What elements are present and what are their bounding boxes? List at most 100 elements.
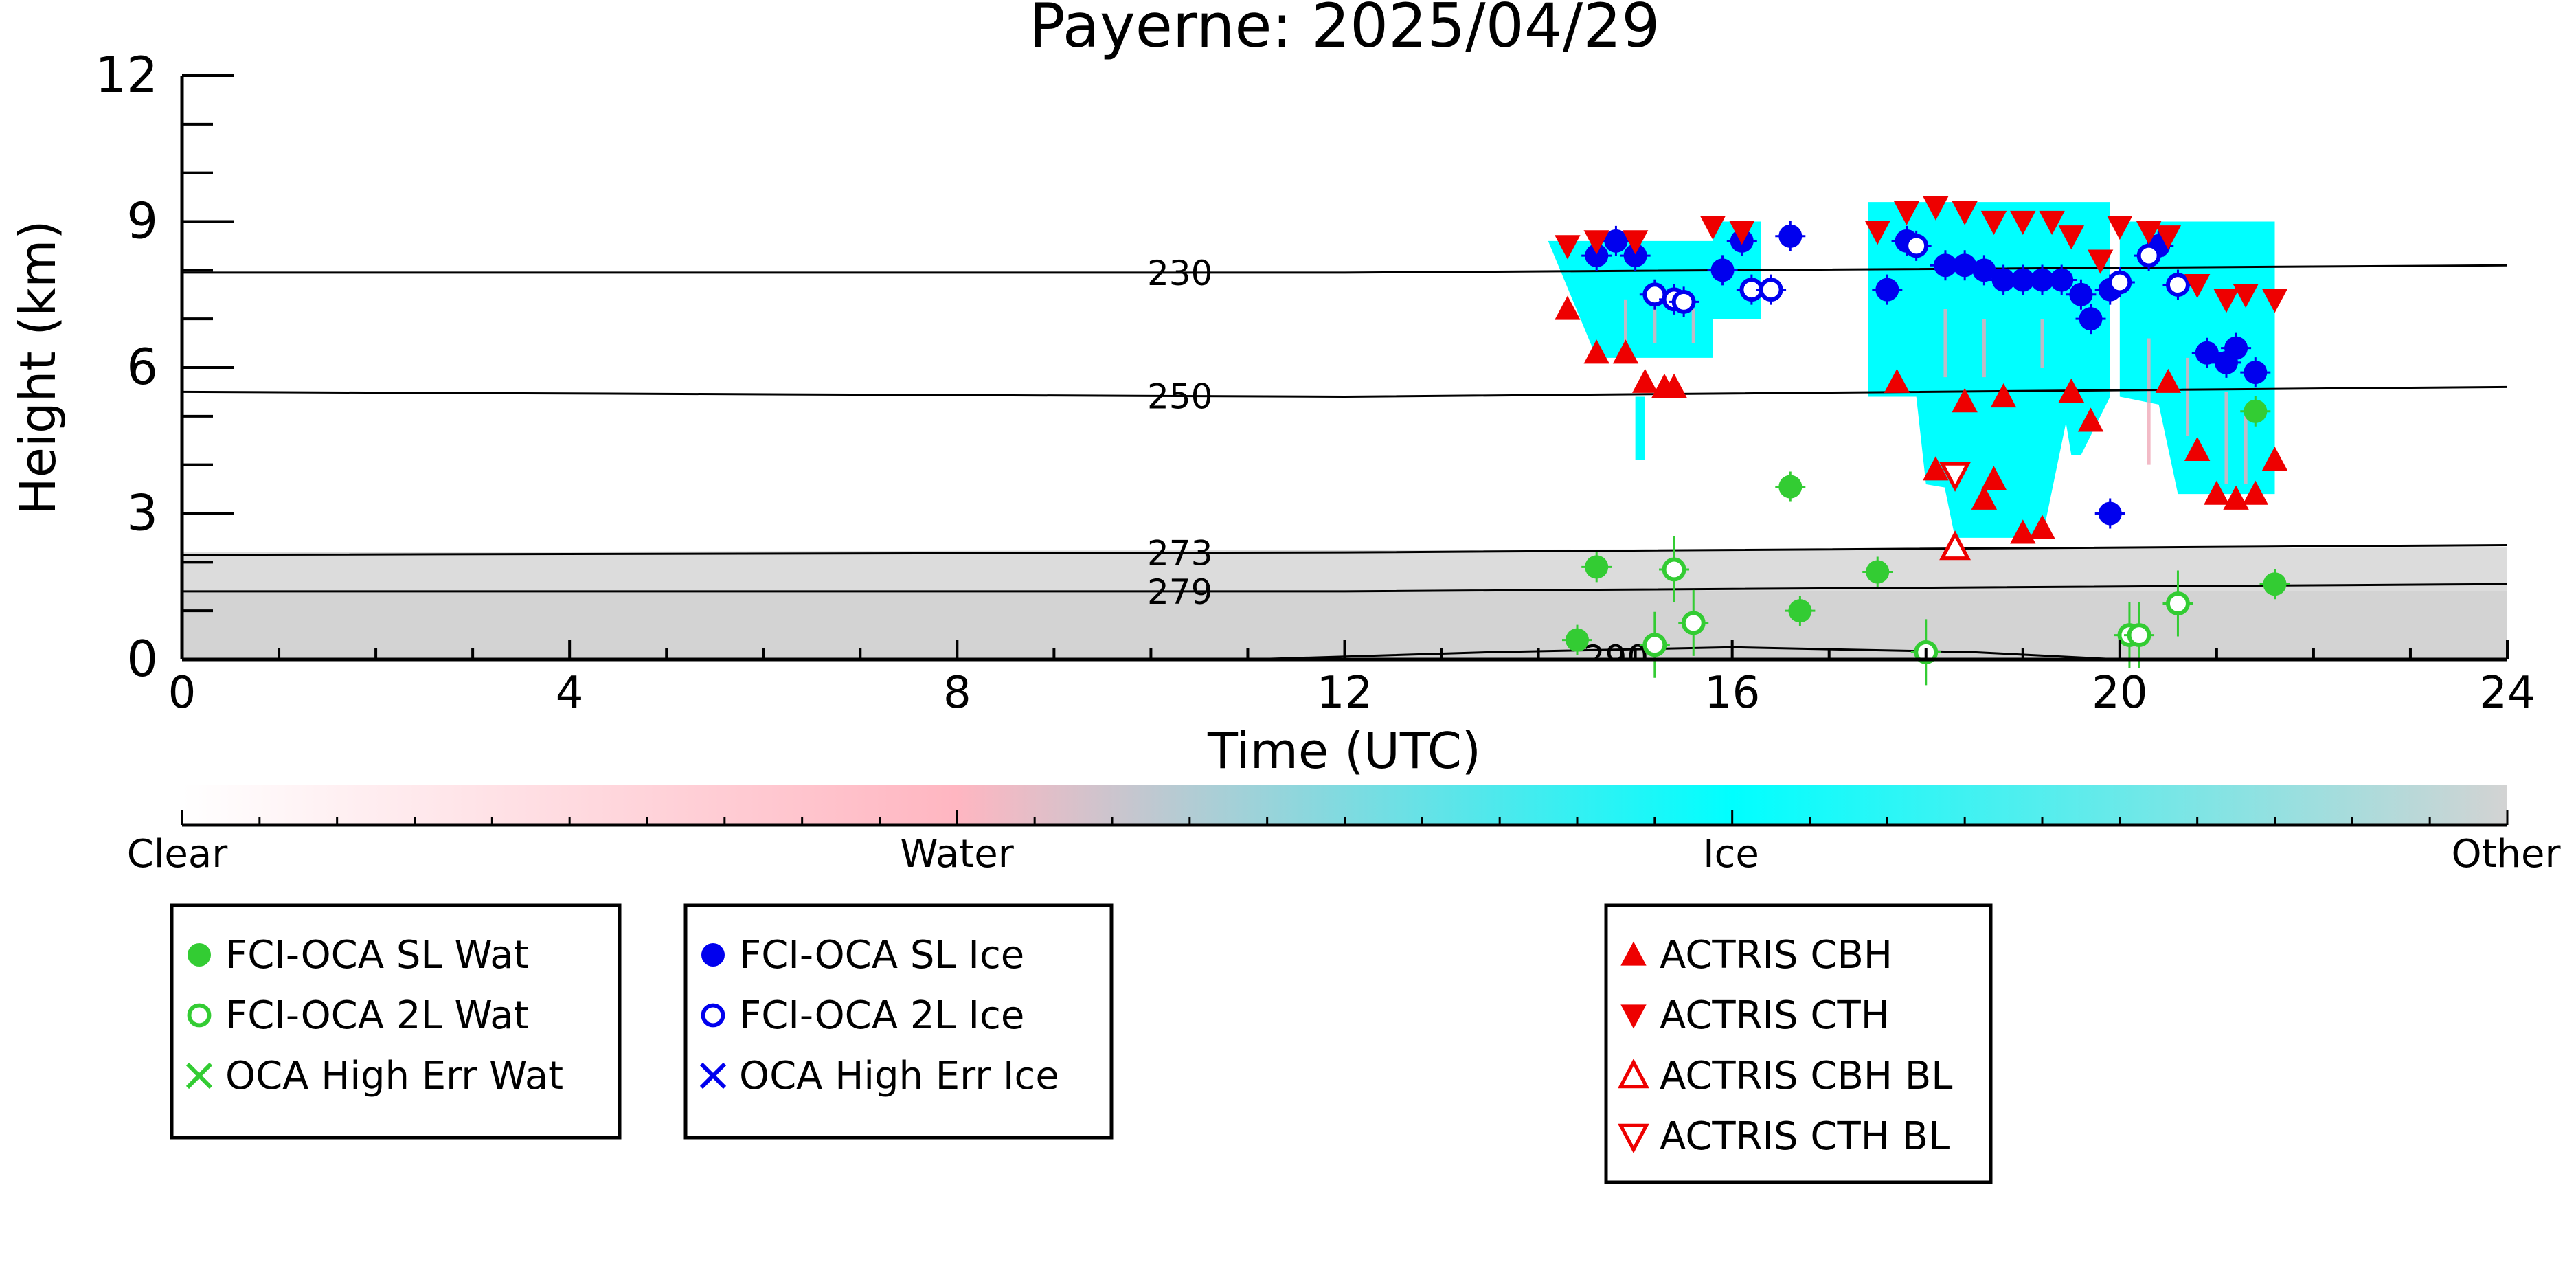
- legend-frame: [170, 903, 622, 1140]
- x-tick-label: 4: [556, 668, 584, 719]
- data-point: [1952, 388, 1978, 413]
- legend-label: OCA High Err Wat: [225, 1054, 563, 1098]
- legend-label: FCI-OCA 2L Wat: [225, 993, 529, 1038]
- legend-label: FCI-OCA SL Wat: [225, 933, 529, 978]
- y-tick-label: 6: [126, 338, 158, 396]
- data-point: [1923, 456, 1949, 481]
- data-point: [1632, 368, 1658, 393]
- data-point: [1972, 258, 1996, 282]
- isotherm-label-230: 230: [1147, 253, 1212, 293]
- y-axis-label: Height (km): [9, 221, 67, 515]
- data-point: [1788, 599, 1812, 623]
- series-fci-oca-2l-ice: [1639, 230, 2193, 317]
- data-point: [2233, 284, 2259, 308]
- data-point: [1583, 230, 1609, 255]
- data-point: [2011, 268, 2035, 292]
- series-actris-cbh: [1555, 295, 2288, 544]
- x-tick-label: 0: [168, 668, 196, 719]
- data-point: [2213, 289, 2239, 313]
- data-point: [1939, 530, 1971, 561]
- data-point: [1642, 633, 1667, 657]
- colorbar-label-other: Other: [2451, 832, 2561, 877]
- data-point: [1904, 234, 1929, 258]
- data-point: [1583, 339, 1609, 364]
- data-point: [2263, 572, 2287, 596]
- legend-marker: [1620, 1004, 1647, 1029]
- data-point: [1980, 466, 2007, 490]
- legend: FCI-OCA SL Wat FCI-OCA 2L Wat OCA High Err…: [170, 903, 1993, 1184]
- isotherm-label-273: 273: [1147, 534, 1212, 574]
- observation-markers: [1555, 196, 2290, 686]
- isotherm-label-290: 290: [1583, 638, 1649, 659]
- data-point: [1991, 268, 2015, 292]
- x-tick-label: 16: [1704, 668, 1760, 719]
- legend-box-1: FCI-OCA SL Wat FCI-OCA 2L Wat OCA High Err…: [170, 903, 622, 1140]
- axes: 0 4 8 12 16 20 24 0 3 6 9 12: [95, 46, 2535, 719]
- data-point: [2261, 289, 2288, 313]
- data-point: [2010, 519, 2036, 544]
- isotherm-279: [182, 583, 2507, 593]
- data-point: [2029, 515, 2055, 539]
- data-point: [1642, 282, 1667, 307]
- data-point: [2107, 215, 2133, 240]
- legend-marker: [187, 1003, 212, 1028]
- x-tick-label: 12: [1317, 668, 1372, 719]
- data-point: [1971, 485, 1998, 510]
- chart-title: Payerne: 2025/04/29: [1029, 0, 1660, 61]
- colorbar-ticks: [181, 810, 2509, 825]
- y-tick-label: 3: [126, 484, 158, 542]
- data-point: [1604, 229, 1628, 253]
- series-actris-cbh-bl: [1939, 530, 1971, 561]
- legend-label: FCI-OCA SL Ice: [739, 933, 1024, 978]
- data-point: [1990, 383, 2017, 408]
- data-point: [1585, 555, 1609, 579]
- data-point: [2184, 273, 2211, 299]
- legend-marker: [1618, 1059, 1649, 1089]
- data-point: [1710, 258, 1735, 282]
- data-point: [1893, 201, 1920, 225]
- data-point: [1933, 253, 1957, 278]
- legend-label: ACTRIS CBH BL: [1660, 1054, 1952, 1098]
- data-point: [2058, 225, 2085, 250]
- series-actris-cth-bl: [1939, 462, 1971, 492]
- isotherm-label-250: 250: [1147, 376, 1212, 416]
- x-axis-label: Time (UTC): [1207, 722, 1481, 780]
- data-point: [2108, 270, 2132, 295]
- data-point: [1585, 244, 1609, 268]
- ice-cloud-region: [1868, 202, 2110, 397]
- x-tick-label: 20: [2092, 668, 2147, 719]
- data-point: [2261, 447, 2288, 471]
- legend-frame: [683, 903, 1114, 1140]
- legend-item-fci-oca-2l-ice: FCI-OCA 2L Ice: [701, 993, 1024, 1038]
- isotherm-label-text: 279: [1147, 572, 1212, 612]
- legend-marker: [699, 1062, 727, 1089]
- data-point: [2184, 436, 2211, 462]
- data-point: [2127, 623, 2151, 648]
- legend-marker: [1618, 1123, 1649, 1153]
- data-point: [1555, 235, 1581, 260]
- data-point: [1729, 221, 1755, 245]
- legend-label: ACTRIS CTH: [1660, 993, 1890, 1038]
- data-point: [2010, 210, 2036, 236]
- legend-item-actris-cth: ACTRIS CTH: [1620, 993, 1890, 1038]
- x-tick-label: 8: [943, 668, 971, 719]
- legend-marker: [701, 1003, 725, 1028]
- data-point: [2050, 268, 2074, 292]
- data-point: [1953, 253, 1977, 278]
- legend-marker: [1620, 941, 1647, 966]
- data-point: [2244, 399, 2268, 423]
- isotherm-label-text: 250: [1147, 376, 1212, 416]
- legend-item-fci-oca-2l-wat: FCI-OCA 2L Wat: [187, 993, 529, 1038]
- isotherm-label-279: 279: [1147, 572, 1212, 612]
- isotherm-250: [182, 385, 2507, 398]
- data-point: [1939, 462, 1971, 492]
- data-point: [1980, 210, 2007, 236]
- legend-item-actris-cbh: ACTRIS CBH: [1620, 933, 1893, 978]
- legend-marker: [185, 1062, 213, 1089]
- data-point: [2242, 480, 2268, 505]
- data-point: [2166, 273, 2190, 297]
- legend-item-actris-cbh-bl: ACTRIS CBH BL: [1618, 1054, 1952, 1098]
- data-point: [2079, 307, 2103, 331]
- data-point: [2087, 249, 2114, 274]
